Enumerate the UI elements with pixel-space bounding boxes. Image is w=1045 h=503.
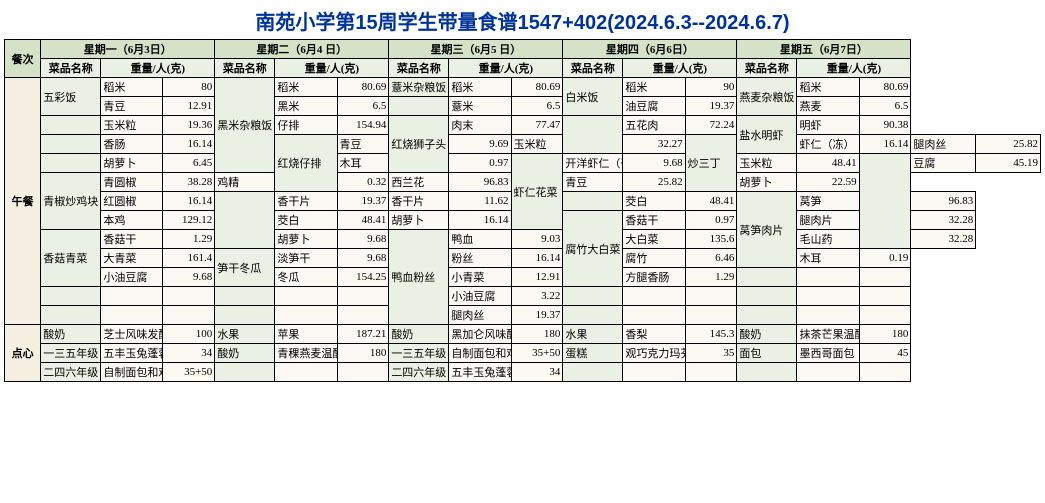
menu-table: 餐次星期一（6月3日）星期二（6月4 日）星期三（6月5 日）星期四（6月6日）… [4, 39, 1041, 382]
page-title: 南苑小学第15周学生带量食谱1547+402(2024.6.3--2024.6.… [4, 6, 1041, 35]
